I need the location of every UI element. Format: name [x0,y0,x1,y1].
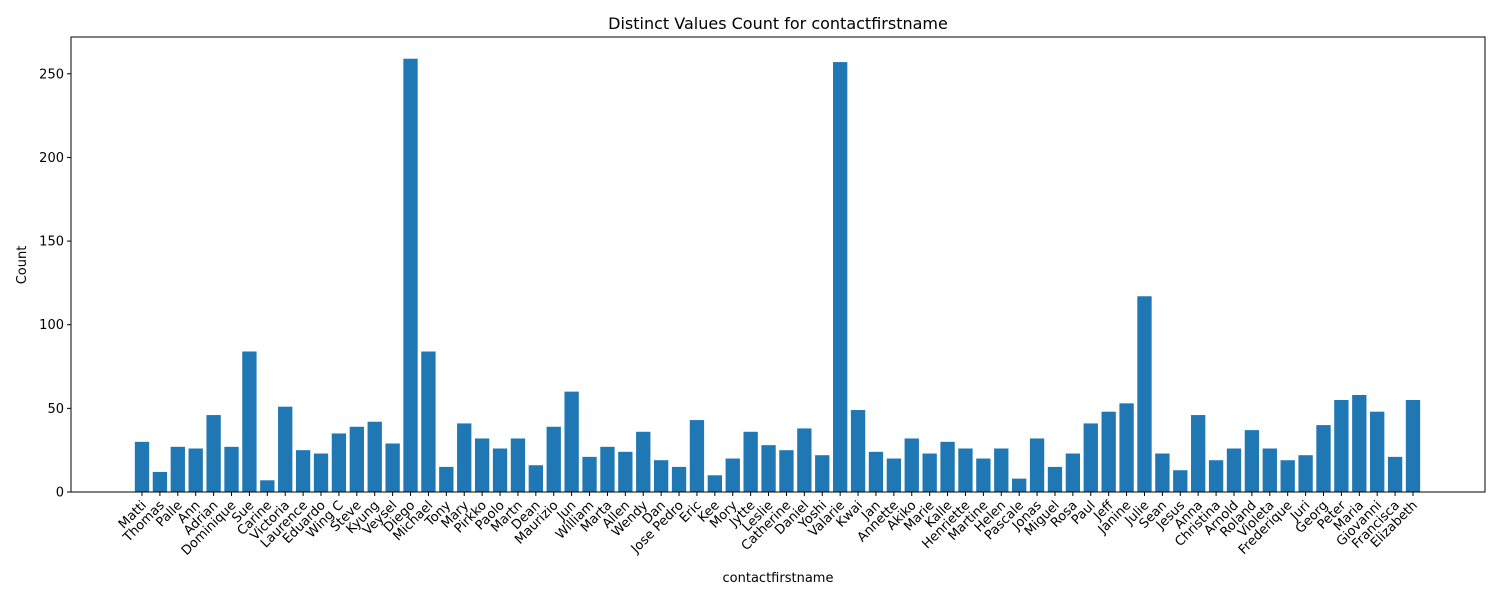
bar-violeta [1262,448,1277,492]
bar-mary [457,423,472,492]
bar-martn [510,438,526,492]
bar-daniel [797,428,812,492]
bar-veysel [385,443,400,492]
bar-steve [349,426,364,492]
bar-ann [188,448,203,492]
y-axis: 0 50 100 150 200 250 [39,67,71,501]
bar-laurence [295,450,311,492]
bars-group [134,58,1421,493]
bar-palle [170,446,185,492]
bar-frederique [1280,460,1295,492]
y-tick-label: 250 [39,67,64,82]
bar-dominique [224,446,239,492]
bar-adrian [206,415,221,492]
bar-paolo [492,448,508,492]
bar-catherine [779,450,794,492]
bar-pirkko [474,438,490,492]
bar-anna [1191,415,1206,492]
y-tick-label: 0 [56,486,64,501]
bar-dan [653,460,669,492]
bar-jesus [1173,470,1188,492]
bar-leslie [761,445,776,492]
bar-elizabeth [1405,400,1421,492]
bar-annette [886,458,902,492]
bar-martine [976,458,991,492]
bar-sean [1155,453,1170,492]
bar-henriette [958,448,973,492]
bar-kwai [850,410,866,492]
bar-sue [242,351,257,492]
bar-thomas [152,471,168,492]
bar-maurizio [546,426,561,492]
y-tick-label: 50 [47,402,64,417]
plot-frame [70,36,1486,493]
chart-title: Distinct Values Count for contactfirstna… [608,14,948,33]
bar-kee [707,475,722,492]
bar-jan [868,451,884,492]
bar-kalle [940,441,955,492]
y-tick-label: 150 [39,235,64,250]
bar-eduardo [313,453,329,492]
bar-victoria [278,406,293,492]
bar-yoshi [815,455,830,492]
bar-jytte [743,431,758,492]
bar-pascale [1012,478,1027,492]
bar-paul [1083,423,1098,492]
bar-allen [618,451,633,492]
bar-eric [689,420,705,492]
bar-jonas [1029,438,1045,492]
bar-roland [1244,430,1260,492]
y-tick-label: 200 [39,151,64,166]
bar-rosa [1065,453,1081,492]
bar-janine [1119,403,1134,492]
bar-jeff [1101,411,1116,492]
bar-tony [439,466,454,492]
x-axis: MattiThomasPalleAnnAdrianDominiqueSueCar… [116,492,1421,559]
bar-carine [260,480,275,492]
bar-diego [403,58,418,492]
bar-miguel [1047,466,1063,492]
bar-marie [922,453,937,492]
bar-valarie [832,62,848,493]
bar-wendy [636,431,651,492]
bar-jun [564,391,579,492]
bar-juri [1298,455,1313,492]
bar-giovanni [1370,411,1385,492]
bar-akiko [904,438,919,492]
bar-helen [994,448,1009,492]
bar-matti [134,441,150,492]
bar-christina [1208,460,1224,492]
bar-jose-pedro [671,466,687,492]
bar-mory [725,458,740,492]
bar-maria [1352,394,1367,492]
bar-wing-c [331,433,347,492]
bar-arnold [1226,448,1242,492]
bar-julie [1137,296,1152,492]
bar-michael [421,351,436,492]
y-axis-title: Count [15,246,30,285]
bar-peter [1334,400,1349,492]
x-axis-title: contactfirstname [723,571,834,586]
bar-francisca [1387,456,1403,492]
bar-georg [1316,425,1331,492]
bar-kyung [367,421,382,492]
bar-marta [600,446,615,492]
bar-william [582,456,597,492]
bar-dean [528,465,543,492]
y-tick-label: 100 [39,318,64,333]
